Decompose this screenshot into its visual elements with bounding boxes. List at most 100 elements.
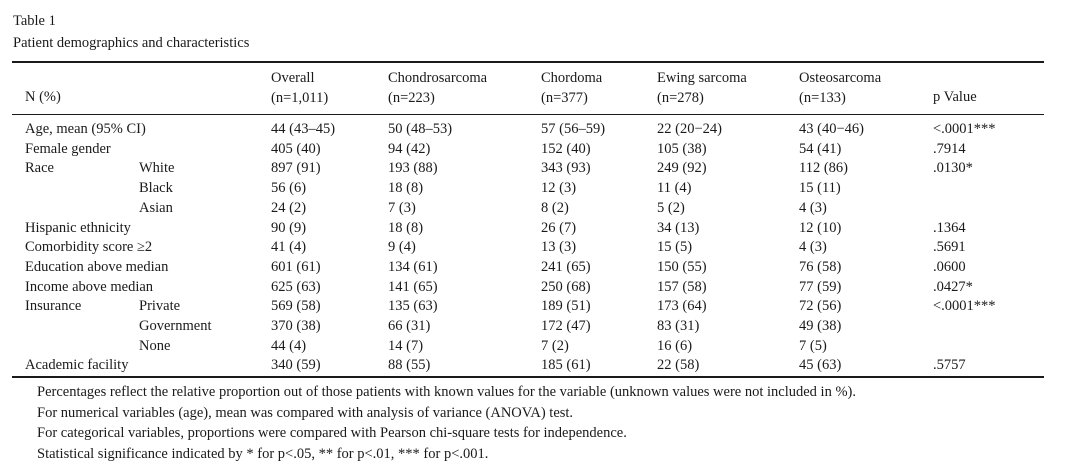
footnote: For numerical variables (age), mean was … — [37, 404, 574, 421]
table-cell: 340 (59) — [271, 357, 321, 373]
row-sublabel: White — [139, 160, 175, 176]
table-cell: 13 (3) — [541, 239, 577, 255]
table-cell: 24 (2) — [271, 200, 307, 216]
table-cell: 77 (59) — [799, 279, 842, 295]
table-cell: 56 (6) — [271, 180, 307, 196]
table-cell: 94 (42) — [388, 141, 431, 157]
table-cell: 5 (2) — [657, 200, 685, 216]
table-cell: 41 (4) — [271, 239, 307, 255]
table-cell: 15 (11) — [799, 180, 841, 196]
row-label: Income above median — [25, 279, 154, 295]
table-cell: 76 (58) — [799, 259, 842, 275]
table-cell: 249 (92) — [657, 160, 707, 176]
pvalue-cell: .5691 — [933, 239, 966, 255]
table-cell: 7 (2) — [541, 338, 569, 354]
table-cell: 57 (56–59) — [541, 121, 606, 137]
top-rule — [12, 61, 1044, 63]
row-sublabel: None — [139, 338, 171, 354]
table-cell: 134 (61) — [388, 259, 438, 275]
row-sublabel: Government — [139, 318, 212, 334]
table-cell: 172 (47) — [541, 318, 591, 334]
column-header-name: Osteosarcoma — [799, 70, 882, 86]
pvalue-cell: .5757 — [933, 357, 966, 373]
column-header-name: Overall — [271, 70, 315, 86]
table-cell: 625 (63) — [271, 279, 321, 295]
table-cell: 14 (7) — [388, 338, 424, 354]
row-label: Comorbidity score ≥2 — [25, 239, 153, 255]
pvalue-cell: .0600 — [933, 259, 966, 275]
table-cell: 83 (31) — [657, 318, 700, 334]
table-cell: 12 (10) — [799, 220, 842, 236]
row-sublabel: Asian — [139, 200, 173, 216]
table-cell: 88 (55) — [388, 357, 431, 373]
pvalue-cell: .0427* — [933, 279, 973, 295]
table-label: Table 1 — [13, 13, 56, 29]
table-cell: 49 (38) — [799, 318, 842, 334]
footnote: Percentages reflect the relative proport… — [37, 384, 856, 400]
table-cell: 405 (40) — [271, 141, 321, 157]
table-cell: 152 (40) — [541, 141, 591, 157]
table-cell: 343 (93) — [541, 160, 591, 176]
pvalue-cell: <.0001*** — [933, 298, 996, 314]
table-cell: 11 (4) — [657, 180, 692, 196]
column-header-name: Ewing sarcoma — [657, 70, 747, 86]
table-cell: 15 (5) — [657, 239, 693, 255]
column-header-count: (n=278) — [657, 90, 704, 106]
table-cell: 135 (63) — [388, 298, 438, 314]
table-cell: 370 (38) — [271, 318, 321, 334]
table-cell: 157 (58) — [657, 279, 707, 295]
row-label: Hispanic ethnicity — [25, 220, 131, 236]
table-cell: 150 (55) — [657, 259, 707, 275]
table-cell: 112 (86) — [799, 160, 848, 176]
table-cell: 4 (3) — [799, 239, 827, 255]
column-header-name: Chordoma — [541, 70, 603, 86]
column-header-count: (n=1,011) — [271, 90, 329, 106]
row-label: Age, mean (95% CI) — [25, 121, 146, 137]
column-header-count: (n=377) — [541, 90, 588, 106]
column-header-count: (n=223) — [388, 90, 435, 106]
table-cell: 4 (3) — [799, 200, 827, 216]
table-cell: 897 (91) — [271, 160, 321, 176]
table-cell: 601 (61) — [271, 259, 321, 275]
table-cell: 185 (61) — [541, 357, 591, 373]
table-cell: 44 (4) — [271, 338, 307, 354]
footnote: Statistical significance indicated by * … — [37, 445, 489, 462]
row-label: Female gender — [25, 141, 111, 157]
header-row-label: N (%) — [25, 89, 61, 105]
table-cell: 193 (88) — [388, 160, 438, 176]
table-cell: 34 (13) — [657, 220, 700, 236]
table-cell: 189 (51) — [541, 298, 591, 314]
table-cell: 22 (20−24) — [657, 121, 722, 137]
table-cell: 569 (58) — [271, 298, 321, 314]
column-header-count: (n=133) — [799, 90, 846, 106]
table-cell: 44 (43–45) — [271, 121, 336, 137]
table-cell: 18 (8) — [388, 180, 424, 196]
table-cell: 50 (48–53) — [388, 121, 453, 137]
pvalue-cell: <.0001*** — [933, 121, 996, 137]
table-cell: 105 (38) — [657, 141, 707, 157]
footnote: For categorical variables, proportions w… — [37, 425, 627, 441]
pvalue-cell: .7914 — [933, 141, 966, 157]
table-cell: 7 (3) — [388, 200, 416, 216]
row-sublabel: Private — [139, 298, 181, 314]
row-label: Education above median — [25, 259, 169, 275]
table-cell: 72 (56) — [799, 298, 842, 314]
table-cell: 18 (8) — [388, 220, 424, 236]
column-header-name: Chondrosarcoma — [388, 70, 488, 86]
table-cell: 16 (6) — [657, 338, 693, 354]
pvalue-cell: .0130* — [933, 160, 973, 176]
pvalue-cell: .1364 — [933, 220, 966, 236]
table-cell: 12 (3) — [541, 180, 577, 196]
table-cell: 43 (40−46) — [799, 121, 864, 137]
table-cell: 90 (9) — [271, 220, 307, 236]
table-cell: 22 (58) — [657, 357, 700, 373]
table-cell: 8 (2) — [541, 200, 569, 216]
header-rule — [12, 114, 1044, 115]
row-sublabel: Black — [139, 180, 173, 196]
row-label: Race — [25, 160, 54, 176]
table-cell: 26 (7) — [541, 220, 577, 236]
table-cell: 141 (65) — [388, 279, 438, 295]
table-cell: 9 (4) — [388, 239, 416, 255]
row-label: Academic facility — [25, 357, 129, 373]
table-cell: 54 (41) — [799, 141, 842, 157]
